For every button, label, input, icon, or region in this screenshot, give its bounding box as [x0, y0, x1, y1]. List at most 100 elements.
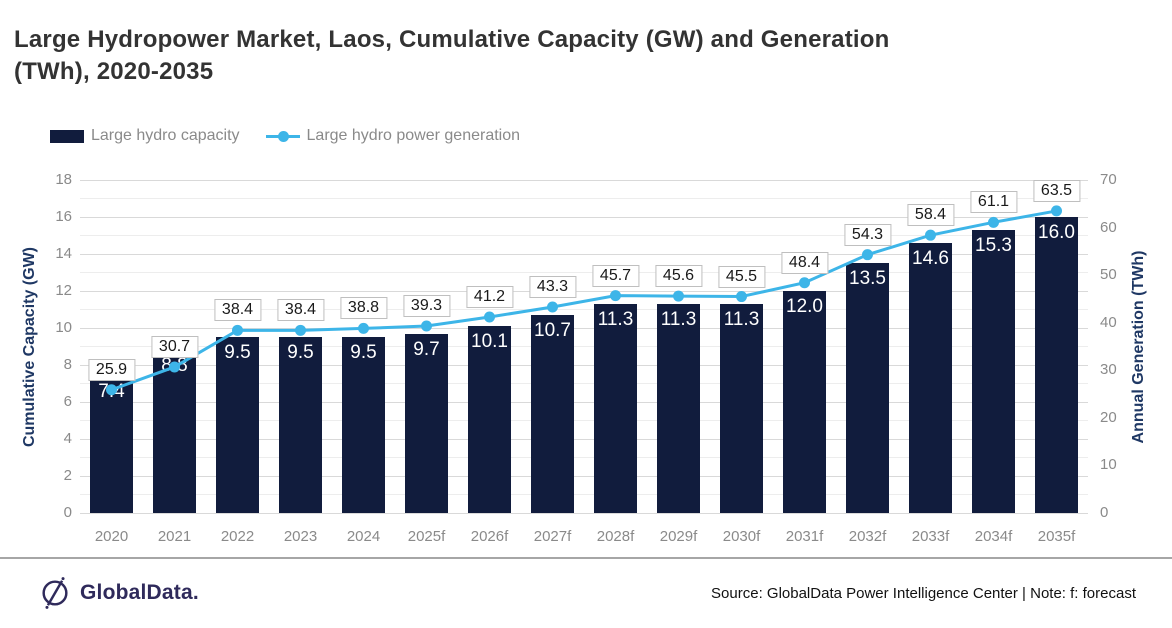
capacity-bar — [720, 303, 763, 513]
generation-value-label: 30.7 — [150, 335, 199, 358]
capacity-value-label: 14.6 — [912, 247, 949, 269]
chart-title: Large Hydropower Market, Laos, Cumulativ… — [14, 24, 890, 88]
generation-value-label: 41.2 — [465, 286, 514, 308]
minor-gridline — [80, 235, 1088, 236]
capacity-value-label: 9.7 — [413, 338, 440, 360]
major-gridline — [80, 401, 1088, 403]
generation-point — [862, 249, 873, 261]
left-axis-tick-label: 14 — [55, 245, 72, 262]
x-axis-tick-label: 2034f — [974, 528, 1013, 545]
capacity-value-label: 10.1 — [471, 331, 508, 353]
generation-value-label: 38.4 — [213, 299, 262, 322]
left-axis-tick-label: 4 — [63, 430, 72, 447]
chart-title-line2: (TWh), 2020-2035 — [14, 58, 214, 85]
generation-value-label: 58.4 — [906, 204, 955, 227]
x-axis-tick-label: 2030f — [722, 528, 761, 545]
generation-value-label: 38.8 — [339, 297, 388, 320]
footer-divider — [0, 557, 1172, 559]
x-axis-tick-label: 2033f — [911, 528, 950, 545]
right-axis-tick-label: 40 — [1100, 313, 1117, 331]
capacity-value-label: 11.3 — [723, 308, 760, 330]
right-axis-tick-label: 50 — [1100, 266, 1117, 284]
legend-generation-label: Large hydro power generation — [306, 127, 521, 144]
capacity-bar — [972, 229, 1015, 513]
left-axis-tick-label: 0 — [63, 504, 72, 521]
generation-point — [484, 311, 495, 323]
x-axis-tick-label: 2028f — [596, 528, 635, 545]
x-axis-tick-label: 2021 — [157, 528, 192, 545]
line-dot — [277, 130, 289, 142]
generation-point — [736, 291, 747, 303]
right-axis-tick-label: 70 — [1100, 171, 1117, 188]
capacity-value-label: 10.7 — [534, 320, 571, 342]
left-axis-tick-label: 18 — [55, 171, 72, 188]
left-axis-tick-label: 16 — [55, 208, 72, 225]
generation-point — [610, 290, 621, 302]
x-axis-tick-label: 2025f — [407, 528, 446, 545]
generation-value-label: 45.6 — [654, 265, 703, 288]
generation-point — [421, 320, 432, 332]
capacity-value-label: 12.0 — [786, 296, 823, 317]
capacity-bar — [531, 315, 574, 513]
capacity-value-label: 9.5 — [224, 342, 251, 364]
capacity-bar — [846, 263, 889, 513]
left-axis-tick-label: 6 — [63, 393, 72, 410]
left-axis-tick-label: 10 — [55, 319, 72, 336]
capacity-value-label: 8.8 — [161, 355, 188, 377]
generation-value-label: 45.7 — [591, 264, 640, 287]
generation-point — [673, 290, 684, 302]
chart-legend: Large hydro capacity Large hydro power g… — [50, 127, 520, 145]
capacity-bar — [594, 303, 637, 513]
right-axis-tick-label: 30 — [1100, 361, 1117, 379]
capacity-value-label: 9.5 — [287, 342, 314, 364]
right-axis-tick-label: 20 — [1100, 408, 1117, 426]
generation-point — [988, 216, 999, 228]
x-axis-tick-label: 2035f — [1037, 528, 1076, 545]
right-axis-tick-label: 10 — [1100, 456, 1117, 474]
left-axis-tick-label: 8 — [63, 356, 72, 373]
generation-value-label: 54.3 — [843, 223, 892, 246]
major-gridline — [80, 438, 1088, 440]
major-gridline — [80, 475, 1088, 477]
left-axis-tick-label: 2 — [63, 467, 72, 484]
generation-line-marker-icon — [265, 130, 300, 143]
capacity-value-label: 9.5 — [350, 342, 377, 364]
generation-point — [232, 324, 243, 336]
source-note: Source: GlobalData Power Intelligence Ce… — [711, 585, 1136, 602]
generation-point — [295, 324, 306, 336]
capacity-value-label: 7.4 — [98, 381, 125, 403]
x-axis-tick-label: 2029f — [659, 528, 698, 545]
generation-value-label: 48.4 — [780, 251, 829, 274]
major-gridline — [80, 179, 1088, 181]
globaldata-logo-text: GlobalData. — [80, 581, 199, 604]
minor-gridline — [80, 494, 1088, 495]
generation-value-label: 61.1 — [969, 191, 1018, 214]
generation-value-label: 39.3 — [402, 295, 451, 318]
left-axis-tick-label: 12 — [55, 282, 72, 299]
minor-gridline — [80, 457, 1088, 458]
x-axis-tick-label: 2024 — [346, 528, 381, 545]
capacity-value-label: 15.3 — [975, 234, 1012, 256]
capacity-bar — [1035, 217, 1078, 513]
major-gridline — [80, 512, 1088, 514]
minor-gridline — [80, 198, 1088, 199]
x-axis-tick-label: 2023 — [283, 528, 318, 545]
capacity-bar — [657, 303, 700, 513]
globaldata-logo-icon — [42, 577, 68, 609]
legend-capacity-label: Large hydro capacity — [91, 127, 240, 144]
minor-gridline — [80, 420, 1088, 421]
generation-point — [547, 301, 558, 313]
x-axis-tick-label: 2022 — [220, 528, 255, 545]
generation-point — [799, 277, 810, 289]
legend-entry-generation: Large hydro power generation — [265, 127, 521, 145]
generation-value-label: 25.9 — [87, 358, 136, 381]
x-axis-tick-label: 2026f — [470, 528, 509, 545]
globaldata-logo: GlobalData. — [38, 576, 199, 610]
capacity-swatch-icon — [50, 129, 84, 143]
capacity-bar — [909, 242, 952, 513]
capacity-bar — [90, 376, 133, 513]
chart-title-line1: Large Hydropower Market, Laos, Cumulativ… — [14, 26, 890, 53]
legend-entry-capacity: Large hydro capacity — [50, 127, 240, 145]
